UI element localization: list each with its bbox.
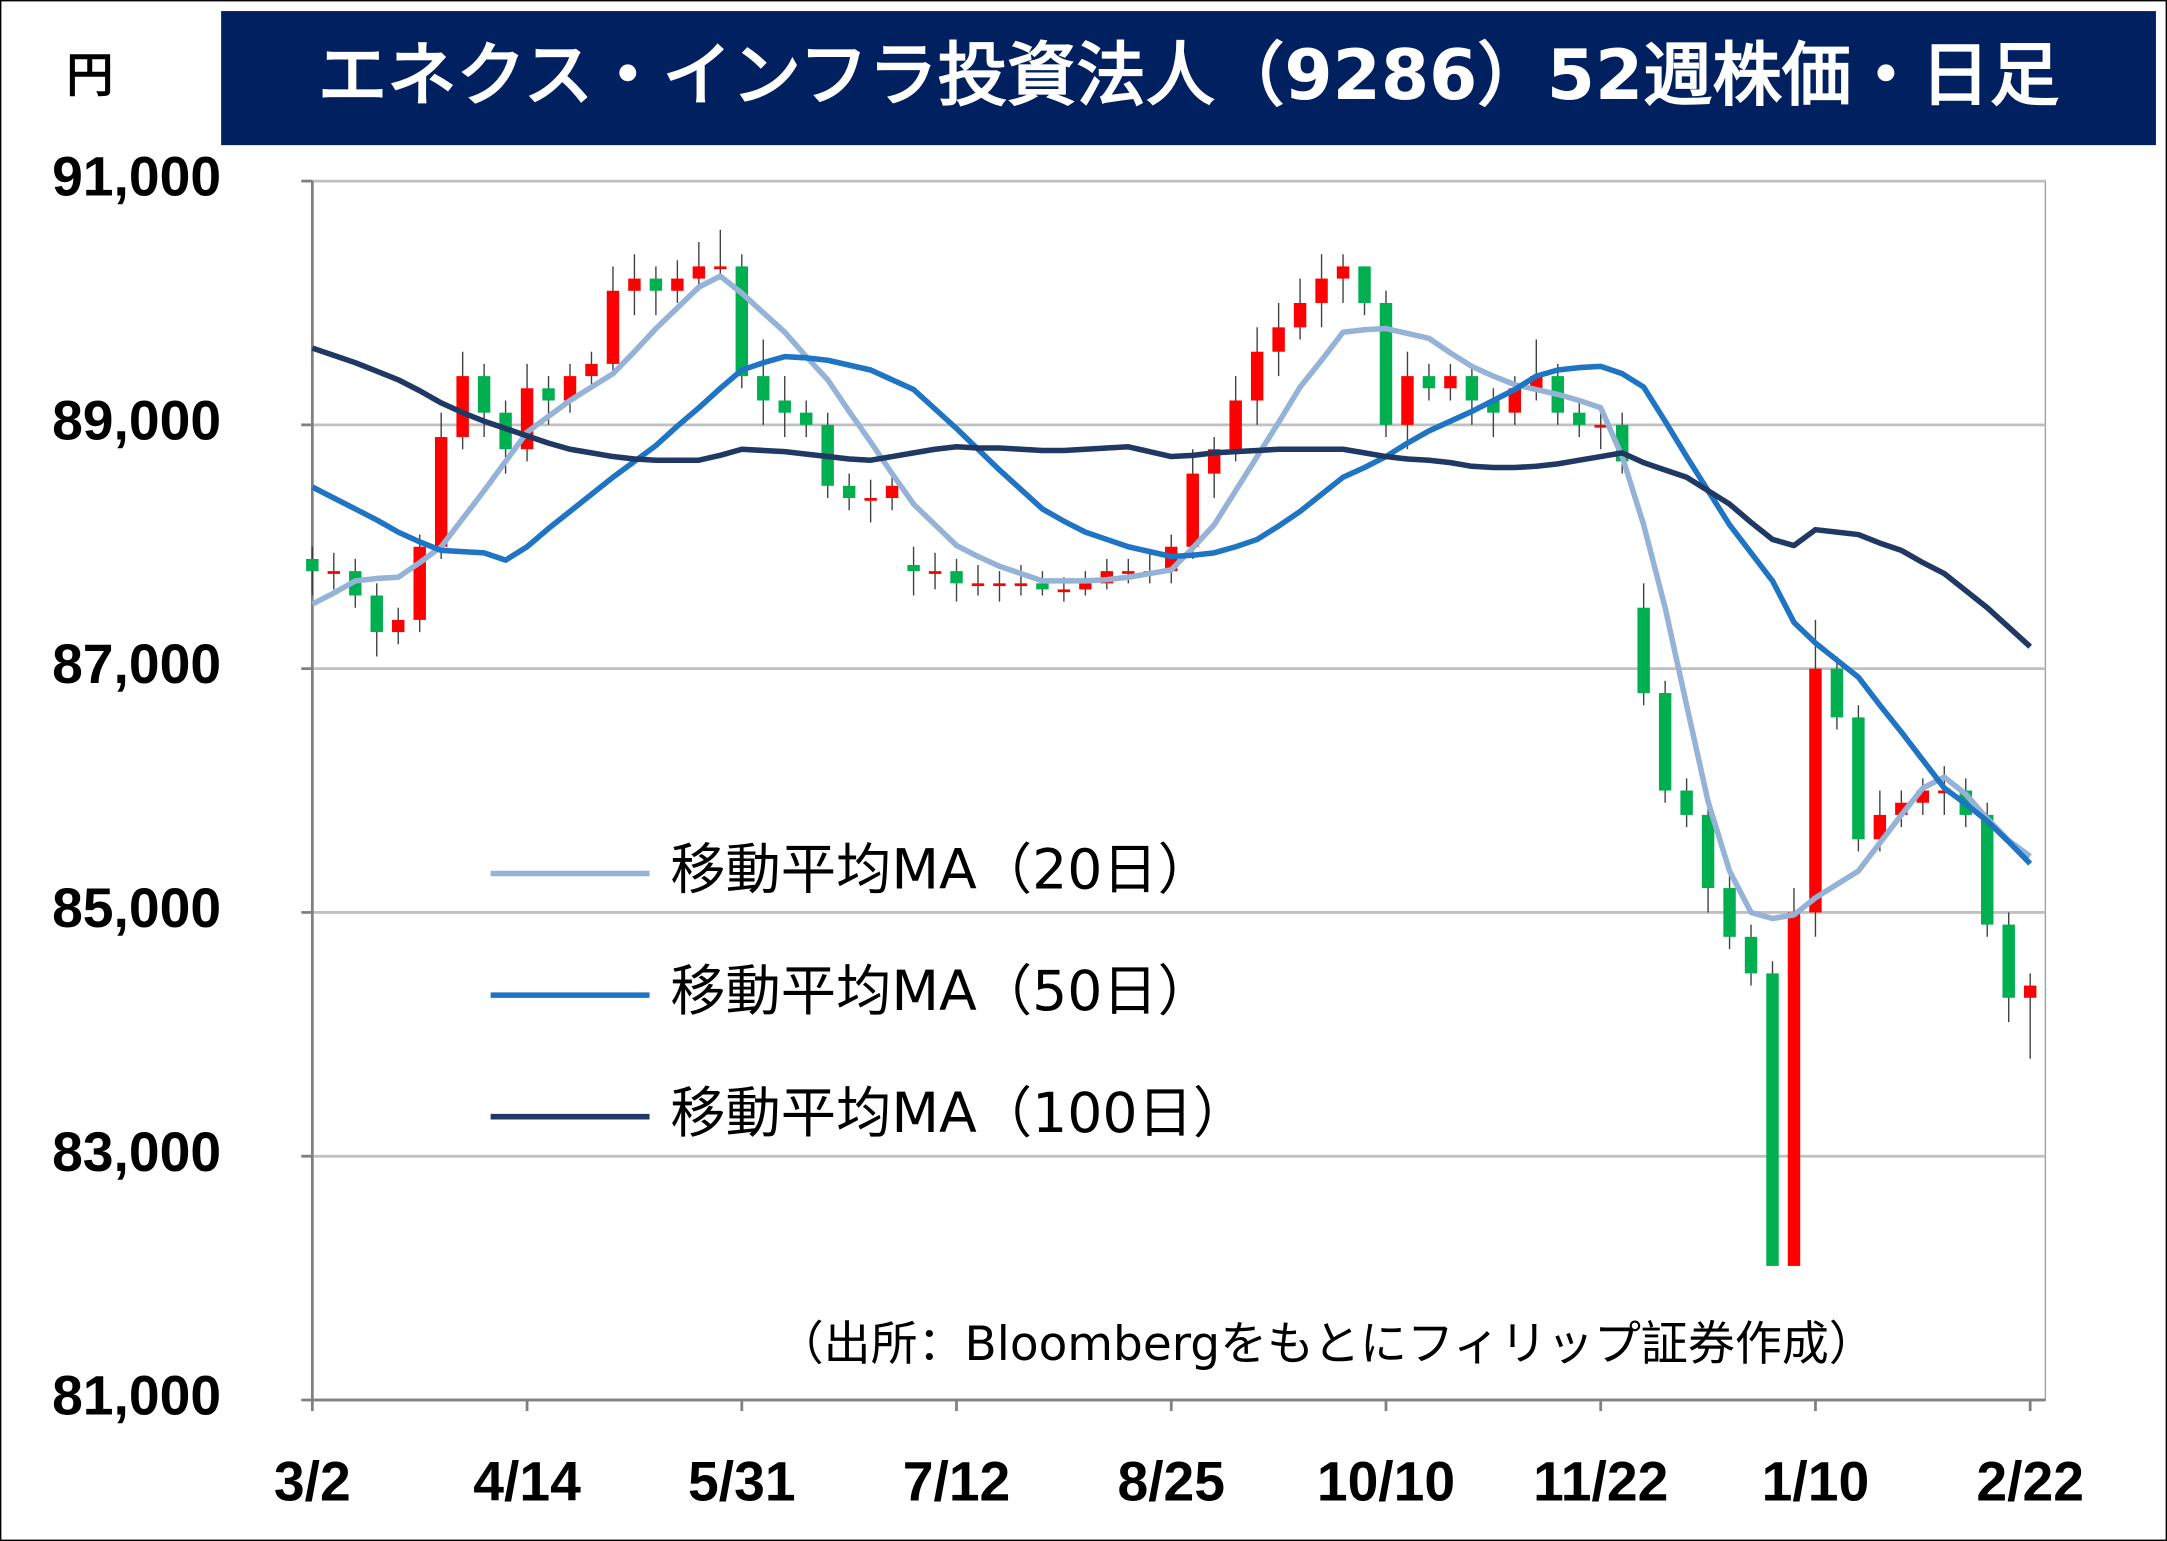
y-tick-label: 81,000 (52, 1365, 221, 1427)
candle-body (1744, 936, 1758, 974)
candle-body (1723, 888, 1736, 937)
candle-body (928, 571, 942, 574)
candle-body (628, 278, 641, 291)
candle-body (1873, 814, 1887, 840)
candle-body (1787, 912, 1801, 1266)
source-note: （出所：Bloombergをもとにフィリップ証券作成） (777, 1317, 1876, 1372)
candle-body (1594, 424, 1607, 428)
candle-body (2023, 985, 2037, 998)
candle-body (585, 363, 598, 377)
candle-body (735, 266, 749, 377)
candle-body (1401, 376, 1414, 425)
candle-body (692, 266, 706, 279)
candle-body (757, 376, 770, 401)
candle-body (971, 583, 985, 587)
candle-body (1186, 473, 1199, 547)
candle-body (1358, 266, 1371, 303)
candle-body (327, 571, 341, 574)
candle-body (1830, 668, 1844, 718)
candle-body (842, 485, 856, 498)
ma-line (311, 345, 2033, 649)
legend-label: 移動平均MA（50日） (670, 960, 1213, 1024)
y-tick-label: 87,000 (52, 633, 221, 695)
x-tick-label: 5/31 (688, 1450, 796, 1512)
x-tick-label: 11/22 (1533, 1450, 1668, 1512)
y-tick-label: 91,000 (52, 146, 221, 208)
legend-label: 移動平均MA（100日） (670, 1082, 1248, 1146)
x-tick-label: 4/14 (473, 1450, 581, 1512)
chart-title: エネクス・インフラ投資法人（9286）52週株価・日足 (318, 36, 2059, 116)
candle-body (950, 571, 963, 584)
x-tick-label: 1/10 (1762, 1450, 1870, 1512)
y-unit: 円 (66, 48, 113, 103)
candle-body (563, 376, 577, 401)
candle-body (1444, 376, 1457, 389)
candle-body (1809, 668, 1822, 913)
candle-body (1465, 376, 1479, 401)
candle-body (1014, 583, 1028, 587)
candle-body (885, 485, 899, 498)
candle-body (1422, 376, 1436, 389)
candle-body (671, 278, 684, 291)
candle-body (864, 497, 877, 501)
candle-body (1272, 327, 1285, 352)
ma-line (311, 273, 2032, 922)
candle-body (1379, 302, 1393, 425)
candle-body (1229, 400, 1242, 450)
candle-body (306, 558, 319, 572)
candle-body (1250, 351, 1264, 401)
x-tick-label: 8/25 (1117, 1450, 1225, 1512)
candle-body (1057, 589, 1071, 593)
candle-body (542, 388, 555, 401)
candle-body (477, 376, 491, 413)
candle-body (1293, 302, 1307, 328)
candle-body (778, 400, 791, 413)
candle-body (1036, 583, 1049, 590)
candle-body (1508, 388, 1522, 413)
candle-body (799, 412, 813, 425)
x-tick-label: 3/2 (274, 1450, 351, 1512)
x-tick-label: 7/12 (903, 1450, 1011, 1512)
candle-body (1637, 607, 1650, 694)
ma-line (311, 353, 2033, 866)
candle-body (1336, 266, 1350, 279)
y-tick-label: 89,000 (52, 389, 221, 451)
candle-body (1938, 790, 1951, 794)
candle-body (606, 290, 620, 364)
x-tick-label: 10/10 (1317, 1450, 1455, 1512)
candle-body (1766, 973, 1779, 1266)
candle-body (1315, 278, 1328, 303)
y-tick-label: 85,000 (52, 877, 221, 939)
candle-body (1079, 583, 1092, 590)
y-tick-label: 83,000 (52, 1121, 221, 1183)
candle-body (1122, 571, 1135, 574)
candle-body (1573, 412, 1586, 425)
candle-body (1852, 717, 1865, 840)
candle-body (370, 595, 383, 633)
x-tick-label: 2/22 (1976, 1450, 2084, 1512)
candle-body (907, 565, 920, 572)
candle-body (434, 437, 448, 547)
candle-body (993, 583, 1006, 587)
candle-body (714, 266, 727, 270)
candle-body (1680, 790, 1693, 815)
title-banner (221, 11, 2156, 146)
candle-body (392, 619, 405, 633)
candle-body (1981, 814, 1994, 925)
candle-body (2002, 924, 2015, 998)
legend-label: 移動平均MA（20日） (670, 839, 1213, 903)
candle-body (1701, 814, 1715, 889)
candle-body (649, 278, 663, 291)
candle-body (456, 376, 469, 438)
candle-body (1658, 693, 1672, 791)
